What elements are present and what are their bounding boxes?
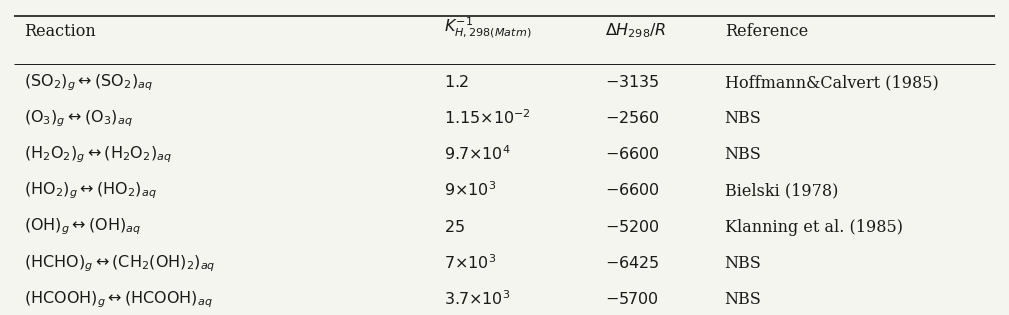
Text: NBS: NBS bbox=[724, 110, 762, 127]
Text: $-5200$: $-5200$ bbox=[604, 219, 660, 236]
Text: $(\mathrm{HCHO})_g \leftrightarrow(\mathrm{CH_2(OH)_2})_{aq}$: $(\mathrm{HCHO})_g \leftrightarrow(\math… bbox=[24, 253, 216, 273]
Text: Reference: Reference bbox=[724, 23, 808, 40]
Text: $(\mathrm{O_3})_g \leftrightarrow(\mathrm{O_3})_{aq}$: $(\mathrm{O_3})_g \leftrightarrow(\mathr… bbox=[24, 108, 133, 129]
Text: $(\mathrm{H_2O_2})_g \leftrightarrow(\mathrm{H_2O_2})_{aq}$: $(\mathrm{H_2O_2})_g \leftrightarrow(\ma… bbox=[24, 145, 173, 165]
Text: NBS: NBS bbox=[724, 146, 762, 163]
Text: $-6425$: $-6425$ bbox=[604, 255, 659, 272]
Text: $-6600$: $-6600$ bbox=[604, 182, 660, 199]
Text: $9{\times}10^{3}$: $9{\times}10^{3}$ bbox=[444, 181, 496, 200]
Text: $1.15{\times}10^{-2}$: $1.15{\times}10^{-2}$ bbox=[444, 109, 532, 128]
Text: $(\mathrm{HO_2})_g \leftrightarrow(\mathrm{HO_2})_{aq}$: $(\mathrm{HO_2})_g \leftrightarrow(\math… bbox=[24, 180, 156, 201]
Text: $K_{H,298(Matm)}^{-1}$: $K_{H,298(Matm)}^{-1}$ bbox=[444, 16, 532, 40]
Text: Hoffmann&Calvert (1985): Hoffmann&Calvert (1985) bbox=[724, 74, 938, 91]
Text: $-6600$: $-6600$ bbox=[604, 146, 660, 163]
Text: $7{\times}10^{3}$: $7{\times}10^{3}$ bbox=[444, 254, 496, 272]
Text: $(\mathrm{SO_2})_g \leftrightarrow (\mathrm{SO_2})_{aq}$: $(\mathrm{SO_2})_g \leftrightarrow (\mat… bbox=[24, 72, 153, 93]
Text: Bielski (1978): Bielski (1978) bbox=[724, 182, 838, 199]
Text: Reaction: Reaction bbox=[24, 23, 96, 40]
Text: $-2560$: $-2560$ bbox=[604, 110, 660, 127]
Text: $-3135$: $-3135$ bbox=[604, 74, 659, 91]
Text: $(\mathrm{OH})_g \leftrightarrow(\mathrm{OH})_{aq}$: $(\mathrm{OH})_g \leftrightarrow(\mathrm… bbox=[24, 217, 141, 238]
Text: $-5700$: $-5700$ bbox=[604, 291, 659, 308]
Text: $\Delta H_{298}/R$: $\Delta H_{298}/R$ bbox=[604, 22, 666, 40]
Text: $3.7{\times}10^{3}$: $3.7{\times}10^{3}$ bbox=[444, 290, 511, 309]
Text: $(\mathrm{HCOOH})_g \leftrightarrow(\mathrm{HCOOH})_{aq}$: $(\mathrm{HCOOH})_g \leftrightarrow(\mat… bbox=[24, 289, 213, 310]
Text: NBS: NBS bbox=[724, 291, 762, 308]
Text: $1.2$: $1.2$ bbox=[444, 74, 469, 91]
Text: $9.7{\times}10^{4}$: $9.7{\times}10^{4}$ bbox=[444, 146, 511, 164]
Text: $25$: $25$ bbox=[444, 219, 465, 236]
Text: Klanning et al. (1985): Klanning et al. (1985) bbox=[724, 219, 903, 236]
Text: NBS: NBS bbox=[724, 255, 762, 272]
